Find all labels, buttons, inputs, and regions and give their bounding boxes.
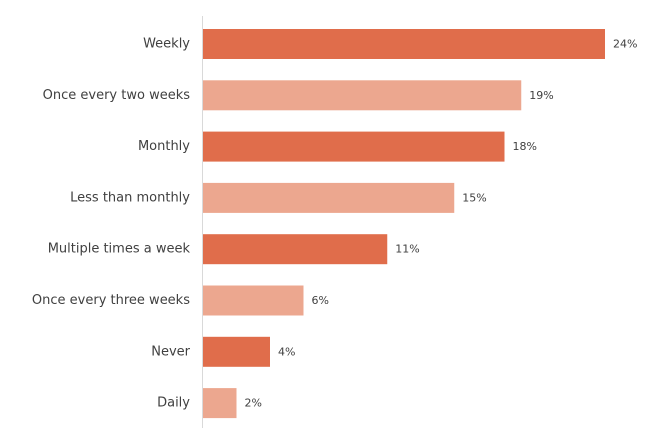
bar-4 [203,234,388,265]
value-label: 19% [529,89,553,102]
category-label: Once every two weeks [43,88,191,103]
value-label: 4% [278,345,295,358]
bar-0 [203,29,605,59]
category-label: Daily [157,396,190,411]
value-label: 6% [312,294,329,307]
value-label: 11% [395,243,419,256]
category-label: Once every three weeks [32,293,190,308]
bar-1 [203,80,522,111]
bar-2 [203,131,505,162]
bar-3 [203,182,455,213]
value-label: 2% [245,397,262,410]
category-label: Less than monthly [70,190,190,205]
category-label: Monthly [138,139,190,154]
value-label: 24% [613,38,637,51]
bar-6 [203,336,270,367]
category-label: Weekly [143,37,190,52]
bar-7 [203,388,237,419]
category-label: Never [151,344,190,359]
bar-5 [203,285,304,316]
category-label: Multiple times a week [48,242,191,257]
value-label: 18% [513,140,537,153]
value-label: 15% [462,191,486,204]
